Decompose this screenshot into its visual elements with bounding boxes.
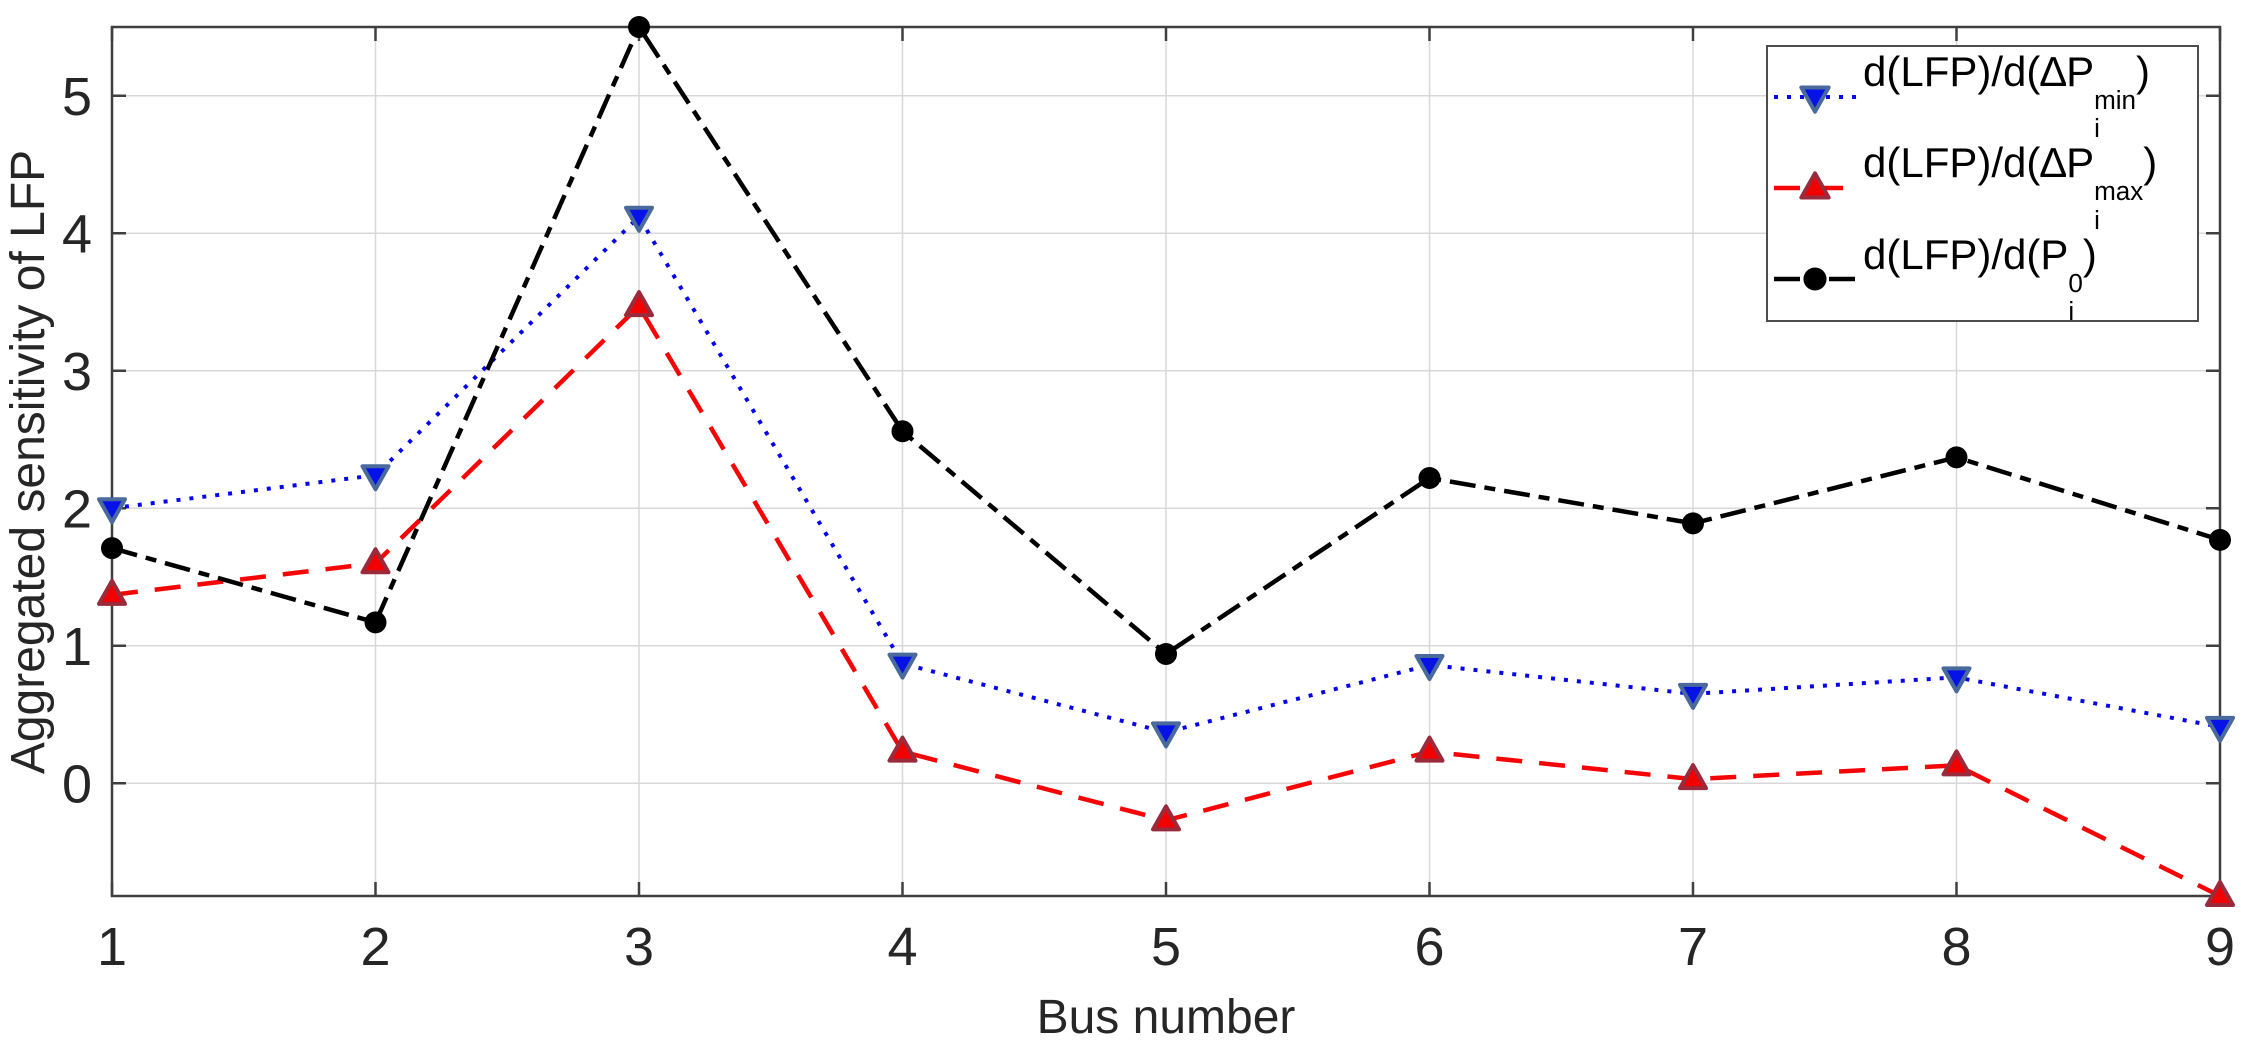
dlfp-dpmax-marker: [1678, 763, 1708, 791]
dlfp-dpmax-marker: [624, 290, 654, 318]
dlfp-dpmax-marker: [360, 547, 391, 575]
dlfp-dpmax-marker: [1941, 749, 1972, 777]
dlfp-dp0-marker: [1803, 267, 1827, 291]
legend-label: d(LFP)/d(∆P min i): [1863, 48, 2151, 144]
x-tick-label: 7: [1678, 917, 1708, 977]
dlfp-dpmax-marker: [1414, 735, 1445, 763]
dlfp-dp0-marker: [2209, 528, 2231, 551]
dlfp-dpmin-marker: [1678, 682, 1708, 710]
dlfp-dp0-marker: [1155, 643, 1177, 665]
dlfp-dpmax-marker: [1151, 804, 1181, 832]
dlfp-dp0-marker: [364, 611, 387, 634]
y-tick-label: 0: [62, 754, 92, 814]
dlfp-dpmin-marker: [1151, 721, 1181, 749]
dlfp-dp0-marker: [101, 537, 123, 560]
legend-item-dlfp-dpmin: d(LFP)/d(∆P min i): [1774, 51, 2197, 142]
dlfp-dpmin-marker: [624, 205, 654, 233]
y-tick-label: 5: [62, 67, 92, 127]
y-axis-title: Aggregated sensitivity of LFP: [2, 150, 55, 774]
y-tick-label: 4: [62, 204, 92, 264]
dlfp-dpmax-marker: [97, 578, 127, 606]
y-tick-label: 2: [62, 479, 92, 539]
series-line-dlfp-dp0: [111, 24, 2221, 657]
x-tick-label: 1: [97, 917, 127, 977]
x-tick-label: 8: [1941, 917, 1971, 977]
x-tick-label: 5: [1151, 917, 1181, 977]
dlfp-dp0-marker: [1682, 512, 1704, 535]
legend-line-sample-red: [1774, 171, 1856, 200]
legend-item-dlfp-dp0: d(LFP)/d(P 0 i): [1774, 230, 2197, 326]
dlfp-dpmin-marker: [97, 497, 127, 525]
dlfp-dpmin-marker: [2205, 715, 2235, 743]
legend: d(LFP)/d(∆P min i) d(LFP)/d(∆P max i) d(LFP)…: [1766, 45, 2199, 326]
legend-line-sample-blue: [1774, 85, 1856, 114]
dlfp-dpmax-marker: [2205, 880, 2235, 907]
x-tick-label: 9: [2205, 917, 2235, 977]
y-tick-label: 3: [62, 342, 92, 402]
x-tick-label: 2: [360, 917, 390, 977]
legend-line-sample-black: [1774, 267, 1856, 291]
dlfp-dpmin-marker: [887, 652, 918, 680]
x-tick-label: 6: [1414, 917, 1444, 977]
legend-label: d(LFP)/d(P 0 i): [1863, 230, 2097, 326]
dlfp-dpmin-marker: [360, 464, 391, 492]
dlfp-dp0-marker: [891, 420, 914, 443]
x-tick-label: 4: [887, 917, 917, 977]
dlfp-dp0-marker: [1945, 446, 1968, 469]
dlfp-dpmax-marker: [1799, 171, 1831, 200]
dlfp-dpmin-marker: [1941, 666, 1972, 694]
dlfp-dp0-marker: [1418, 467, 1441, 489]
legend-label: d(LFP)/d(∆P max i): [1863, 139, 2158, 235]
legend-item-dlfp-dpmax: d(LFP)/d(∆P max i): [1774, 139, 2197, 235]
dlfp-dpmax-marker: [887, 735, 918, 763]
y-tick-label: 1: [62, 617, 92, 677]
x-tick-label: 3: [624, 917, 654, 977]
dlfp-dp0-marker: [628, 16, 650, 38]
dlfp-dpmin-marker: [1799, 85, 1831, 114]
dlfp-dpmin-marker: [1414, 654, 1445, 681]
x-axis-title: Bus number: [1037, 991, 1296, 1044]
